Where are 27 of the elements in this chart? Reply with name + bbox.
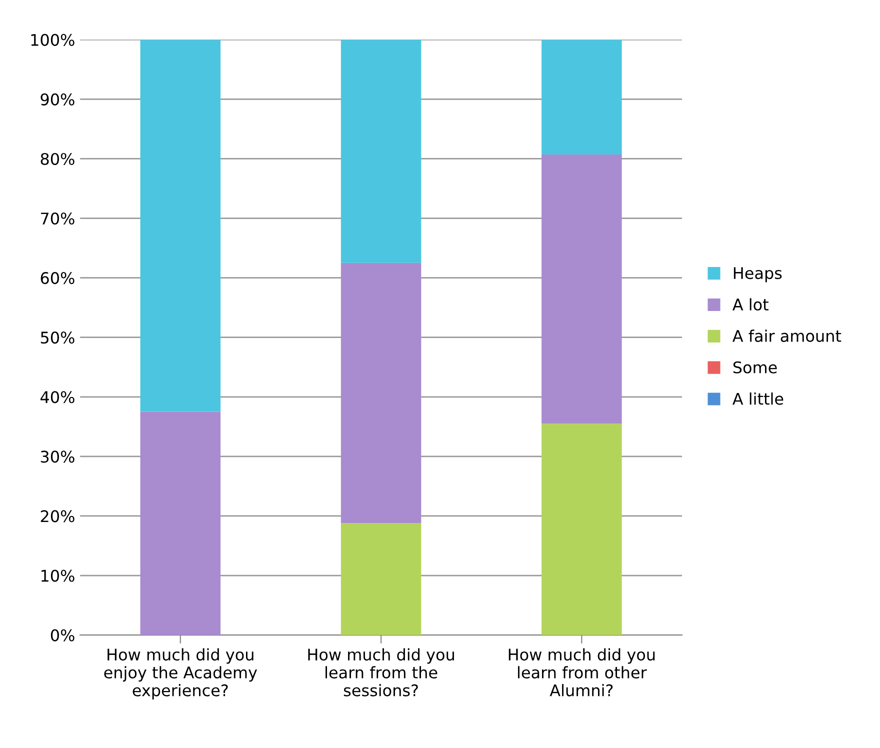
x-tick-label: How much did you learn from the sessions? xyxy=(308,648,454,696)
bar xyxy=(542,154,622,424)
y-tick-label: 70% xyxy=(41,212,74,225)
legend-label: Heaps xyxy=(734,267,782,282)
y-tick-label: 20% xyxy=(40,510,74,522)
y-tick-label: 30% xyxy=(40,450,74,463)
bar xyxy=(340,262,422,524)
bar xyxy=(140,412,221,636)
bar xyxy=(340,40,422,263)
bar xyxy=(140,40,221,412)
legend-label: A fair amount xyxy=(732,330,842,342)
y-tick-label: 0% xyxy=(50,629,74,642)
y-tick-label: 80% xyxy=(40,152,74,166)
y-tick-label: 60% xyxy=(40,272,74,284)
legend-label: Some xyxy=(733,361,777,374)
y-tick-label: 40% xyxy=(40,391,74,404)
bar xyxy=(542,424,622,636)
y-tick-label: 100% xyxy=(31,34,74,46)
x-tick-label: How much did you enjoy the Academy experience? xyxy=(104,648,258,700)
bar xyxy=(542,40,622,155)
x-tick-label: How much did you learn from other Alumni? xyxy=(508,648,655,696)
y-tick-label: 90% xyxy=(40,93,74,106)
bar xyxy=(340,523,422,636)
y-tick-label: 10% xyxy=(41,570,74,582)
legend-label: A lot xyxy=(732,298,768,311)
y-tick-label: 50% xyxy=(40,332,74,344)
legend-label: A little xyxy=(732,392,784,405)
